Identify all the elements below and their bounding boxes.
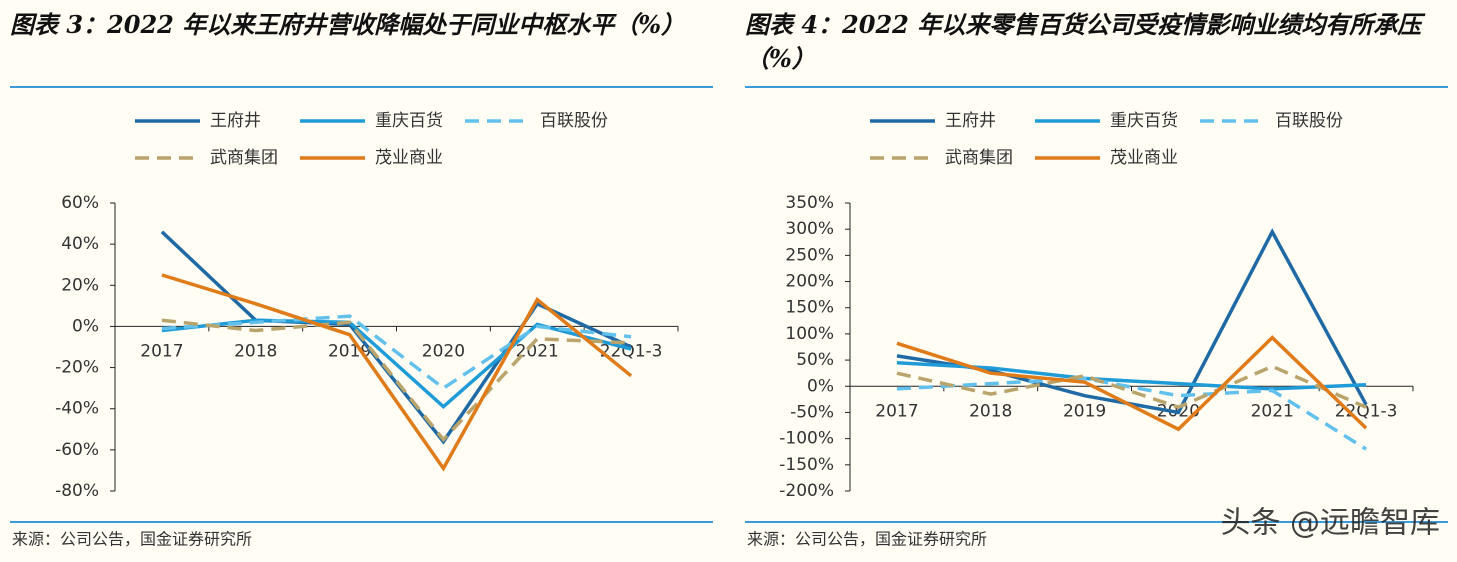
- y-tick-label: 40%: [61, 234, 99, 254]
- y-tick-label: 20%: [61, 275, 99, 295]
- legend-label: 百联股份: [540, 111, 608, 131]
- x-tick-label: 2018: [969, 401, 1012, 421]
- y-tick-label: 0%: [72, 316, 99, 336]
- watermark: 头条 @远瞻智库: [1220, 506, 1440, 541]
- y-tick-label: 50%: [796, 350, 834, 370]
- y-tick-label: -150%: [779, 455, 834, 475]
- x-tick-label: 2018: [234, 341, 277, 361]
- legend-label: 王府井: [210, 111, 261, 131]
- y-tick-label: 0%: [807, 376, 834, 396]
- y-tick-label: 200%: [785, 272, 834, 292]
- x-tick-label: 2017: [140, 341, 183, 361]
- x-tick-label: 2019: [328, 341, 371, 361]
- y-tick-label: 150%: [785, 298, 834, 318]
- chart-title: 图表 3：2022 年以来王府井营收降幅处于同业中枢水平（%）: [10, 10, 686, 39]
- source: 来源：公司公告，国金证券研究所: [747, 530, 987, 549]
- x-tick-label: 2021: [1251, 401, 1294, 421]
- series-line: [160, 230, 632, 445]
- source: 来源：公司公告，国金证券研究所: [12, 530, 252, 549]
- chart-title: 图表 4：2022 年以来零售百货公司受疫情影响业绩均有所承压（%）: [745, 10, 1422, 73]
- y-tick-label: 100%: [785, 324, 834, 344]
- series-line: [896, 376, 1368, 451]
- x-tick-label: 2020: [422, 341, 465, 361]
- series-line: [161, 273, 633, 472]
- y-tick-label: 350%: [785, 193, 834, 213]
- x-tick-label: 2019: [1063, 401, 1106, 421]
- y-tick-label: -80%: [55, 481, 99, 501]
- legend-label: 武商集团: [945, 148, 1013, 168]
- x-tick-label: 2021: [516, 341, 559, 361]
- y-tick-label: 300%: [785, 219, 834, 239]
- legend-label: 重庆百货: [375, 111, 443, 131]
- y-tick-label: -60%: [55, 440, 99, 460]
- series-line: [161, 318, 632, 409]
- y-tick-label: 250%: [785, 245, 834, 265]
- y-tick-label: -50%: [790, 402, 834, 422]
- series-line: [161, 314, 632, 391]
- legend-label: 重庆百货: [1110, 111, 1178, 131]
- y-tick-label: -40%: [55, 399, 99, 419]
- x-tick-label: 22Q1-3: [1335, 401, 1398, 421]
- legend-label: 茂业商业: [1110, 148, 1178, 168]
- y-tick-label: -20%: [55, 358, 99, 378]
- legend-label: 茂业商业: [375, 148, 443, 168]
- legend-label: 武商集团: [210, 148, 278, 168]
- series-line: [896, 335, 1368, 432]
- y-tick-label: -100%: [779, 429, 834, 449]
- series-line: [161, 318, 632, 443]
- legend-label: 王府井: [945, 111, 996, 131]
- y-tick-label: -200%: [779, 481, 834, 501]
- x-tick-label: 2017: [875, 401, 918, 421]
- legend-label: 百联股份: [1275, 111, 1343, 131]
- y-tick-label: 60%: [61, 193, 99, 213]
